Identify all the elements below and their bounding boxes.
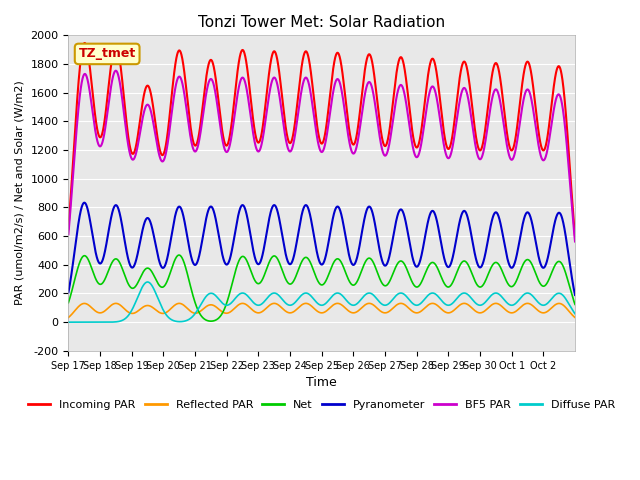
Net <box>168 264 176 270</box>
BF5 PAR <box>65 231 72 237</box>
Diffuse PAR <box>494 290 502 296</box>
Pyranometer <box>387 249 394 255</box>
Net <box>175 252 183 258</box>
Net <box>566 284 573 289</box>
Incoming PAR <box>571 234 579 240</box>
Reflected PAR <box>571 314 579 320</box>
Line: Pyranometer: Pyranometer <box>68 203 575 295</box>
Diffuse PAR <box>65 319 72 325</box>
Net <box>571 301 579 307</box>
Pyranometer <box>494 211 502 217</box>
Diffuse PAR <box>387 299 394 305</box>
Legend: Incoming PAR, Reflected PAR, Net, Pyranometer, BF5 PAR, Diffuse PAR: Incoming PAR, Reflected PAR, Net, Pyrano… <box>24 396 620 415</box>
Pyranometer <box>463 214 471 219</box>
Reflected PAR <box>493 301 501 307</box>
Incoming PAR <box>431 61 439 67</box>
Net <box>494 261 502 266</box>
Line: Diffuse PAR: Diffuse PAR <box>68 282 575 322</box>
Line: Net: Net <box>68 255 575 321</box>
Net <box>463 261 471 266</box>
BF5 PAR <box>566 174 573 180</box>
Line: Incoming PAR: Incoming PAR <box>68 43 575 237</box>
Reflected PAR <box>387 308 394 313</box>
Reflected PAR <box>65 314 72 320</box>
Pyranometer <box>65 289 72 295</box>
Net <box>207 318 215 324</box>
Net <box>431 261 439 267</box>
Incoming PAR <box>168 87 176 93</box>
Reflected PAR <box>463 301 471 307</box>
Diffuse PAR <box>144 279 152 285</box>
Reflected PAR <box>431 301 438 307</box>
BF5 PAR <box>431 88 439 94</box>
Diffuse PAR <box>463 291 471 297</box>
Diffuse PAR <box>566 302 573 308</box>
Incoming PAR <box>494 63 502 69</box>
Reflected PAR <box>524 300 531 306</box>
Incoming PAR <box>81 40 88 46</box>
BF5 PAR <box>463 92 471 97</box>
Pyranometer <box>81 200 88 205</box>
X-axis label: Time: Time <box>307 376 337 389</box>
BF5 PAR <box>387 135 394 141</box>
Diffuse PAR <box>571 311 579 317</box>
Incoming PAR <box>65 226 72 232</box>
Pyranometer <box>431 211 439 217</box>
BF5 PAR <box>571 239 579 244</box>
Title: Tonzi Tower Met: Solar Radiation: Tonzi Tower Met: Solar Radiation <box>198 15 445 30</box>
Diffuse PAR <box>168 317 176 323</box>
Diffuse PAR <box>431 291 439 297</box>
Incoming PAR <box>387 121 394 127</box>
Net <box>65 300 72 306</box>
Y-axis label: PAR (umol/m2/s) / Net and Solar (W/m2): PAR (umol/m2/s) / Net and Solar (W/m2) <box>15 81 25 305</box>
Text: TZ_tmet: TZ_tmet <box>79 48 136 60</box>
Reflected PAR <box>566 309 573 315</box>
Reflected PAR <box>168 305 176 311</box>
Incoming PAR <box>566 159 573 165</box>
BF5 PAR <box>494 89 502 95</box>
BF5 PAR <box>168 106 176 111</box>
Pyranometer <box>566 259 573 264</box>
Line: BF5 PAR: BF5 PAR <box>68 71 575 241</box>
Line: Reflected PAR: Reflected PAR <box>68 303 575 317</box>
Incoming PAR <box>463 67 471 73</box>
BF5 PAR <box>112 68 120 73</box>
Pyranometer <box>168 228 176 234</box>
Net <box>387 276 394 282</box>
Pyranometer <box>571 292 579 298</box>
